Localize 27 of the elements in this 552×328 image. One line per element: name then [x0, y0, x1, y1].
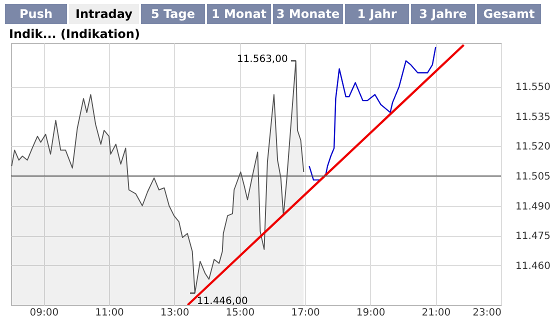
- y-tick-label: 11.520: [516, 142, 550, 153]
- y-tick-label: 11.550: [516, 82, 550, 94]
- y-tick-label: 11.535: [516, 112, 550, 123]
- x-tick-label: 09:00: [30, 308, 59, 318]
- line-series: [308, 46, 436, 181]
- text: Intraday: [69, 4, 139, 24]
- y-tick-label: 11.505: [516, 171, 550, 182]
- text: 1 Jahr: [345, 4, 409, 24]
- text: 3 Monate: [273, 4, 343, 24]
- text: Push: [5, 4, 67, 24]
- x-tick-label: 15:00: [226, 308, 255, 318]
- text: 5 Tage: [141, 4, 205, 24]
- text: 3 Jahre: [411, 4, 475, 24]
- y-tick-label: 11.460: [516, 260, 550, 272]
- x-tick-label: 17:00: [291, 308, 320, 318]
- x-tick-label: 19:00: [356, 308, 386, 318]
- y-tick-label: 11.490: [516, 201, 550, 212]
- chart-title: Indik... (Indikation): [9, 27, 140, 41]
- annotation: 11.446,00: [196, 296, 248, 308]
- text: Gesamt: [477, 4, 541, 24]
- x-tick-label: 11:00: [95, 308, 124, 318]
- y-tick-label: 11.475: [516, 231, 550, 242]
- x-tick-label: 13:00: [160, 308, 190, 318]
- x-tick-label: 23:00: [472, 308, 502, 318]
- annotation: 11.563,00: [236, 54, 288, 65]
- text: 1 Monat: [207, 4, 271, 24]
- x-tick-label: 21:00: [422, 308, 451, 318]
